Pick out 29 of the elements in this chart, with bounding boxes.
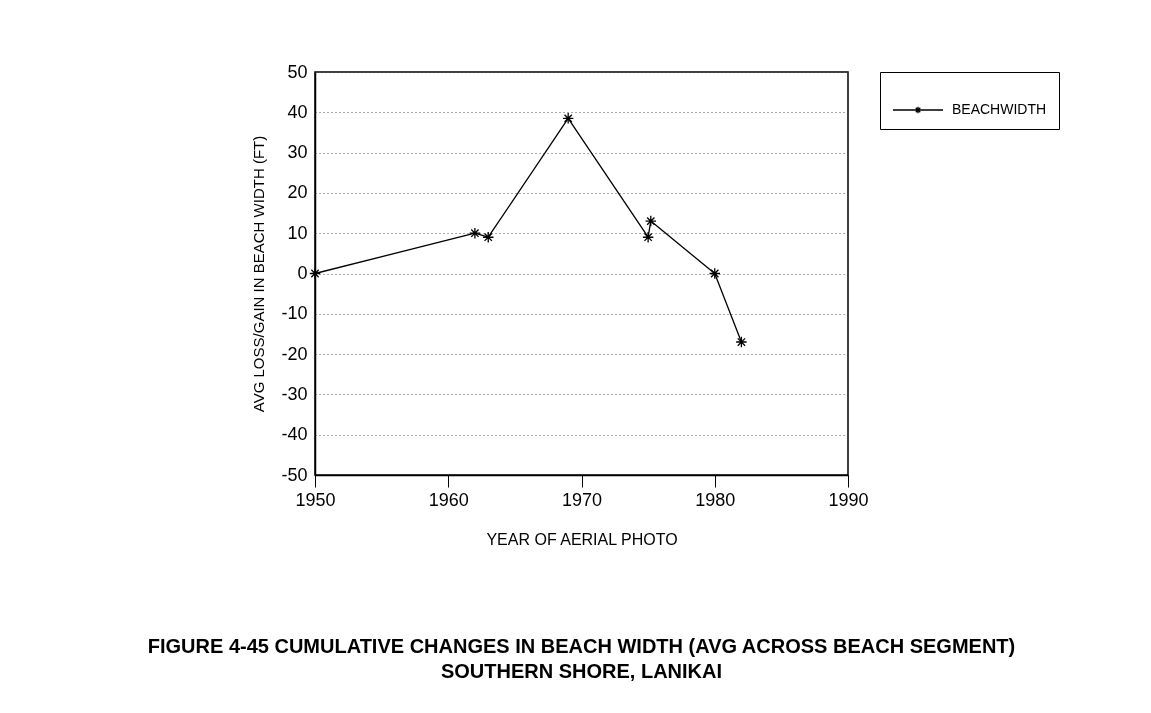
text: FIGURE 4-45 CUMULATIVE CHANGES IN BEACH WIDTH (AVG ACROSS BEACH SEGMENT) (147, 635, 1016, 657)
y-tick-label: 30 (287, 142, 308, 163)
point (708, 267, 721, 280)
x-tick-label: 1960 (428, 489, 469, 510)
y-tick-label: -30 (281, 383, 308, 404)
x-tick-label: 1990 (828, 489, 869, 510)
point (735, 336, 748, 348)
y-tick-label: 0 (297, 263, 308, 283)
point (562, 112, 575, 125)
x-axis-title: YEAR OF AERIAL PHOTO (486, 530, 678, 548)
point (469, 227, 481, 240)
point (309, 267, 321, 280)
x-tick-label: 1950 (295, 489, 336, 510)
y-tick-label: 20 (287, 182, 308, 203)
point (482, 231, 495, 244)
y-tick-label: -40 (281, 424, 308, 445)
y-tick-label: -10 (281, 303, 308, 324)
y-tick-label: -50 (281, 464, 308, 485)
x-tick-label: 1970 (561, 489, 603, 510)
y-tick-label: -20 (281, 343, 308, 364)
y-axis-title: AVG LOSS/GAIN IN BEACH WIDTH (FT) (250, 135, 268, 413)
text: SOUTHERN SHORE, LANIKAI (440, 660, 723, 682)
point (642, 231, 655, 244)
legend-label: BEACHWIDTH (952, 101, 1047, 117)
y-tick-label: 40 (287, 101, 308, 122)
y-tick-label: 50 (287, 61, 308, 82)
x-tick-label: 1980 (695, 489, 736, 510)
point (644, 215, 657, 227)
y-tick-label: 10 (287, 222, 308, 243)
